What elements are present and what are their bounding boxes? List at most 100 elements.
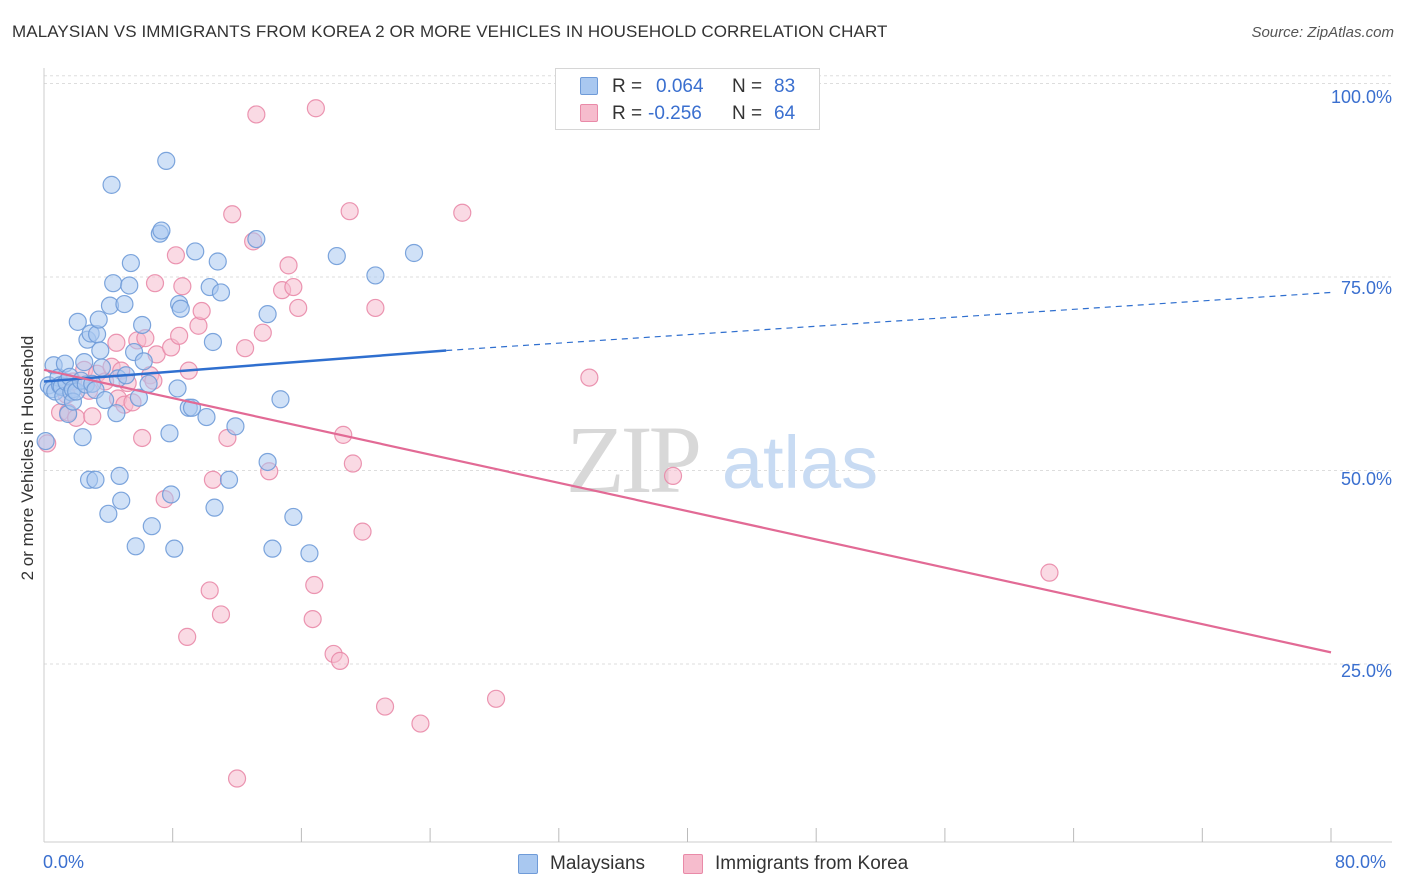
- korea-point: [663, 466, 683, 485]
- malaysian-point: [110, 466, 129, 485]
- malaysian-point: [161, 485, 181, 504]
- legend-n-label: N =: [732, 103, 763, 124]
- malaysian-point: [68, 312, 87, 331]
- malaysian-point: [186, 242, 205, 261]
- malaysian-point: [92, 358, 112, 377]
- y-tick-label-75: 75.0%: [1340, 278, 1392, 298]
- source-note: Source: ZipAtlas.com: [1251, 24, 1394, 41]
- korea-point: [166, 246, 186, 265]
- y-tick-label-100: 100.0%: [1330, 87, 1392, 107]
- malaysian-point: [284, 507, 303, 527]
- korea-point: [83, 407, 102, 426]
- korea-point: [353, 522, 372, 541]
- korea-point: [330, 651, 350, 670]
- malaysian-point: [263, 539, 282, 558]
- legend-n-value: 83: [774, 76, 796, 97]
- malaysian-point: [121, 253, 140, 273]
- malaysian-point: [197, 407, 216, 427]
- malaysian-point: [165, 539, 184, 558]
- malaysian-point: [300, 544, 319, 563]
- malaysian-point: [226, 417, 245, 436]
- malaysian-point: [73, 428, 92, 447]
- malaysian-point: [271, 390, 290, 409]
- korea-points: [38, 99, 1059, 788]
- korea-point: [375, 697, 395, 716]
- bottom-legend-swatch-blue: [518, 854, 538, 874]
- malaysian-point: [203, 332, 223, 352]
- korea-point: [173, 277, 192, 296]
- malaysian-point: [157, 151, 176, 170]
- gridlines: [44, 75, 1392, 665]
- malaysian-point: [134, 352, 153, 371]
- bottom-legend-label: Malaysians: [550, 853, 646, 874]
- malaysian-point: [219, 470, 239, 489]
- korea-point: [343, 454, 362, 473]
- korea-point: [223, 205, 242, 224]
- korea-point: [289, 298, 308, 318]
- korea-point: [253, 323, 272, 342]
- korea-point: [211, 605, 231, 624]
- korea-point: [145, 274, 165, 293]
- legend-r-label: R =: [612, 76, 643, 97]
- malaysian-point: [112, 491, 131, 510]
- korea-point: [340, 202, 359, 221]
- korea-point: [303, 609, 322, 629]
- malaysian-point: [211, 283, 231, 302]
- malaysian-point: [205, 498, 224, 517]
- korea-point: [107, 333, 126, 352]
- chart-title: MALAYSIAN VS IMMIGRANTS FROM KOREA 2 OR …: [12, 22, 888, 41]
- korea-point: [189, 316, 208, 335]
- korea-point: [247, 105, 266, 124]
- bottom-legend-swatch-pink: [683, 854, 703, 874]
- x-tick-label-min: 0.0%: [43, 852, 85, 872]
- bottom-legend-label: Immigrants from Korea: [715, 853, 909, 874]
- malaysian-point: [247, 229, 266, 249]
- korea-point: [192, 301, 211, 321]
- korea-point: [284, 277, 303, 297]
- malaysian-point: [168, 379, 187, 398]
- malaysian-point: [327, 246, 346, 266]
- correlation-legend: R = 0.064 N = 83 R = -0.256 N = 64: [555, 68, 820, 130]
- korea-point: [133, 428, 152, 448]
- y-tick-label-25: 25.0%: [1340, 661, 1392, 681]
- malaysian-point: [152, 221, 171, 240]
- axes: [43, 68, 1392, 843]
- malaysian-trend-line: [43, 349, 447, 383]
- malaysian-point: [258, 452, 277, 472]
- korea-point: [486, 689, 506, 708]
- malaysian-point: [133, 315, 152, 335]
- malaysian-point: [129, 388, 149, 407]
- trend-lines: [43, 291, 1332, 654]
- watermark-zip: ZIP: [566, 406, 699, 513]
- malaysian-point: [120, 276, 139, 295]
- legend-r-value: -0.256: [648, 103, 702, 124]
- malaysian-point: [102, 175, 121, 194]
- malaysian-point: [160, 424, 179, 443]
- korea-point: [580, 368, 599, 387]
- malaysian-point: [36, 431, 55, 451]
- legend-swatch-pink: [580, 104, 598, 122]
- malaysian-point: [86, 470, 105, 489]
- legend-r-value: 0.064: [656, 76, 704, 97]
- watermark: ZIP atlas: [566, 406, 878, 513]
- korea-point: [1040, 563, 1059, 582]
- korea-trend-line: [43, 368, 1332, 654]
- malaysian-point: [404, 243, 424, 263]
- legend-n-label: N =: [732, 76, 763, 97]
- malaysian-point: [91, 341, 110, 360]
- korea-point: [203, 470, 223, 489]
- malaysian-trend-extension: [446, 291, 1332, 352]
- korea-point: [279, 256, 298, 275]
- korea-point: [411, 714, 430, 733]
- korea-point: [453, 203, 472, 222]
- malaysian-point: [96, 390, 115, 410]
- korea-point: [305, 575, 324, 595]
- malaysian-point: [115, 294, 134, 314]
- korea-point: [366, 298, 385, 318]
- malaysian-point: [258, 305, 277, 324]
- korea-point: [178, 627, 197, 646]
- legend-n-value: 64: [774, 103, 796, 124]
- korea-point: [200, 581, 219, 600]
- malaysian-point: [171, 299, 190, 318]
- korea-point: [235, 339, 255, 358]
